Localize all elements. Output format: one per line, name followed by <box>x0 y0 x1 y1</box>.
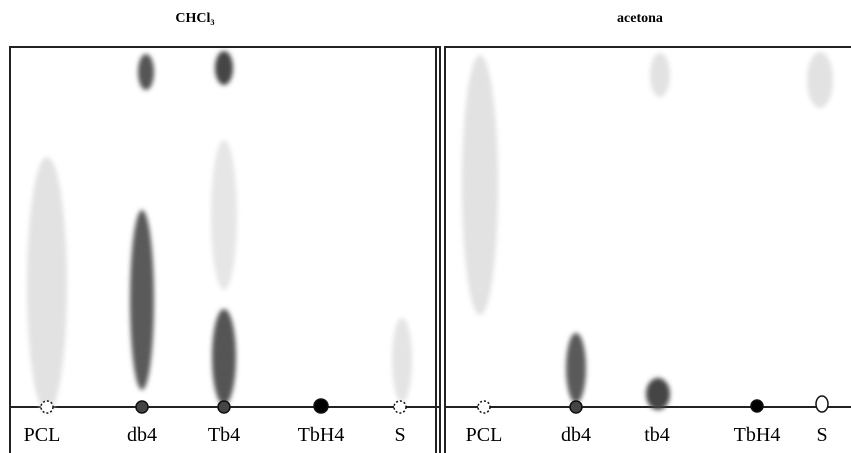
left-spots <box>27 51 412 413</box>
lane-label: PCL <box>466 424 503 446</box>
lane-label: TbH4 <box>298 424 345 446</box>
lane-label: tb4 <box>644 424 670 446</box>
right-spots <box>462 52 833 410</box>
panel-title: CHCl₃ <box>175 11 214 26</box>
origin-markers <box>41 396 828 413</box>
tlc-figure: CHCl₃ acetona PCL db4 Tb4 TbH4 S PCL db4 tb4 TbH… <box>0 0 851 453</box>
lane-label: PCL <box>24 424 61 446</box>
panel-title: acetona <box>617 11 663 26</box>
lane-label: db4 <box>561 424 591 446</box>
lane-label: TbH4 <box>734 424 781 446</box>
lane-labels: PCL db4 Tb4 TbH4 S PCL db4 tb4 TbH4 S <box>24 424 828 446</box>
lane-label: S <box>394 424 405 446</box>
lane-label: S <box>816 424 827 446</box>
lane-label: db4 <box>127 424 157 446</box>
lane-label: Tb4 <box>208 424 240 446</box>
